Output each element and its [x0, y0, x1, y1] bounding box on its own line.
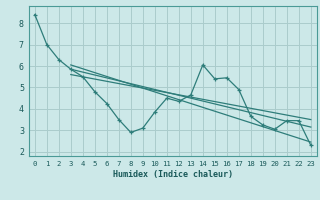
X-axis label: Humidex (Indice chaleur): Humidex (Indice chaleur) — [113, 170, 233, 179]
